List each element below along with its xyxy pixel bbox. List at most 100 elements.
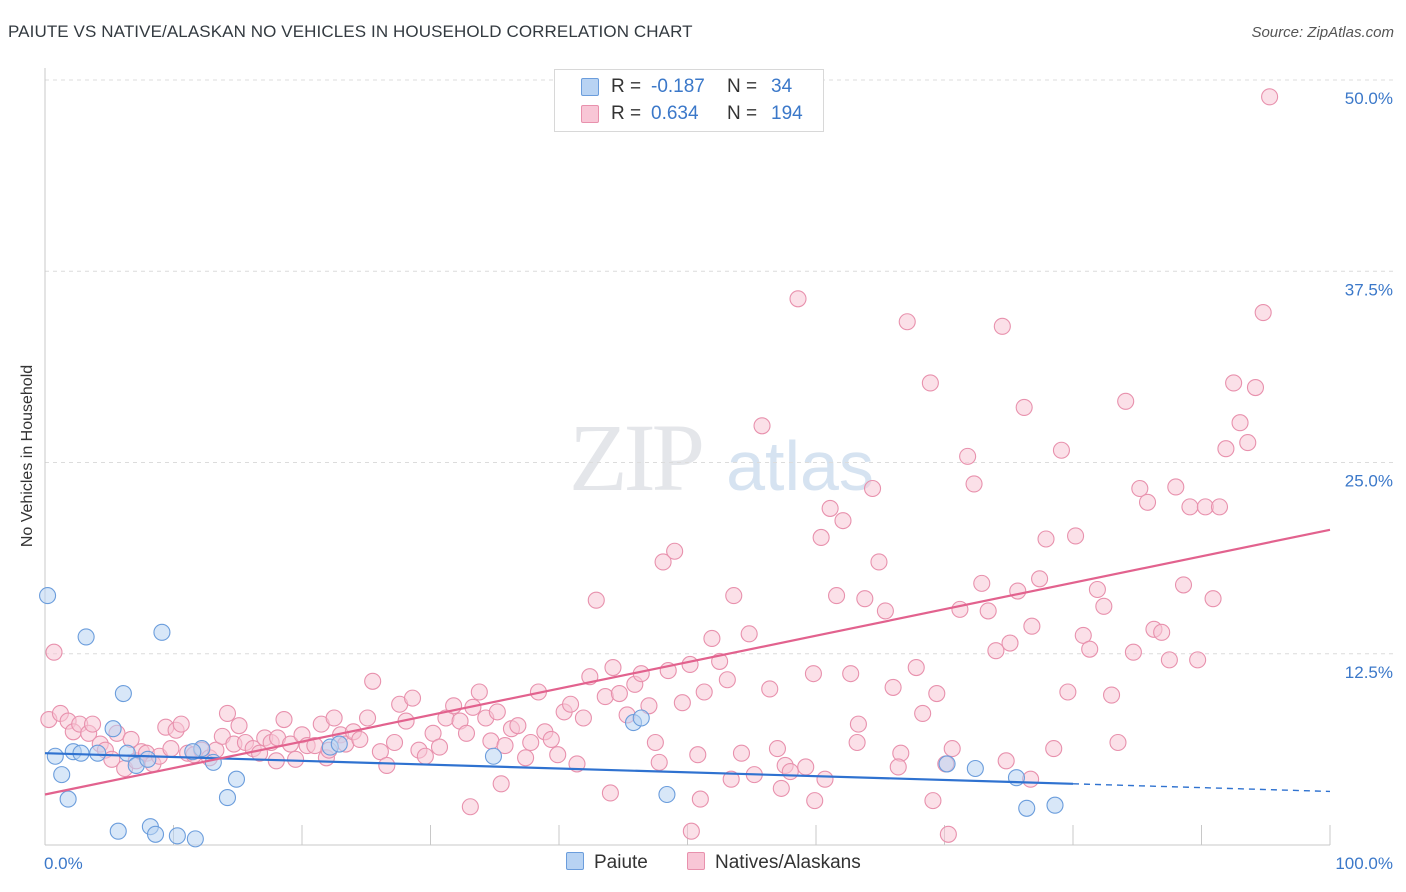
- natives-point: [828, 587, 846, 605]
- natives-point: [172, 715, 190, 733]
- natives-point: [1254, 304, 1272, 322]
- natives-point: [1095, 597, 1113, 615]
- natives-point: [997, 752, 1015, 770]
- natives-point: [924, 792, 942, 810]
- paiute-point: [168, 827, 186, 845]
- natives-point: [987, 642, 1005, 660]
- natives-point: [424, 724, 442, 742]
- natives-point: [378, 756, 396, 774]
- natives-point: [921, 374, 939, 392]
- natives-swatch: [581, 105, 599, 123]
- natives-point: [781, 763, 799, 781]
- natives-point: [979, 602, 997, 620]
- natives-point: [889, 758, 907, 776]
- y-tick-label: 37.5%: [1345, 280, 1393, 299]
- natives-point: [682, 822, 700, 840]
- natives-point: [385, 733, 404, 752]
- natives-point: [162, 740, 180, 758]
- watermark-atlas: atlas: [726, 427, 874, 505]
- natives-point: [601, 784, 619, 802]
- natives-point: [430, 738, 449, 756]
- natives-point: [863, 479, 882, 498]
- natives-point: [1210, 498, 1229, 516]
- legend-n-label: N =: [727, 103, 758, 124]
- natives-point: [482, 732, 500, 750]
- natives-point: [492, 775, 510, 793]
- natives-point: [1124, 643, 1142, 661]
- gridlines: [45, 79, 1395, 655]
- natives-point: [1059, 683, 1077, 701]
- natives-point: [542, 730, 560, 748]
- natives-point: [848, 733, 866, 752]
- paiute-point: [330, 735, 348, 753]
- correlation-legend: R = -0.187 N = 34 R = 0.634 N = 194: [554, 69, 824, 132]
- natives-point: [1189, 651, 1207, 669]
- natives-point: [821, 499, 839, 517]
- natives-point: [1009, 582, 1027, 600]
- natives-point: [574, 709, 592, 727]
- legend-r-value: 0.634: [651, 103, 699, 124]
- natives-point: [842, 665, 860, 683]
- natives-point: [1167, 478, 1185, 496]
- paiute-point: [204, 753, 222, 771]
- paiute-point: [658, 785, 676, 804]
- natives-point: [753, 417, 771, 435]
- paiute-point: [1018, 799, 1036, 817]
- legend-row-paiute: R = -0.187 N = 34: [555, 75, 823, 101]
- natives-swatch: [687, 852, 705, 870]
- natives-point: [1181, 498, 1199, 516]
- natives-point: [804, 665, 822, 683]
- legend-item-natives: Natives/Alaskans: [687, 852, 861, 874]
- natives-point: [1001, 634, 1019, 652]
- natives-point: [1081, 640, 1099, 658]
- natives-point: [1031, 570, 1049, 588]
- legend-n-value: 34: [771, 76, 793, 97]
- natives-point: [1153, 623, 1171, 641]
- natives-point: [834, 512, 852, 530]
- natives-point: [416, 747, 434, 765]
- natives-point: [892, 744, 910, 762]
- natives-point: [789, 290, 807, 308]
- paiute-point: [89, 744, 107, 762]
- paiute-point: [104, 720, 122, 738]
- natives-point: [722, 770, 740, 788]
- paiute-point: [109, 822, 127, 840]
- legend-r-label: R =: [611, 103, 642, 124]
- legend-label-paiute: Paiute: [594, 852, 648, 873]
- source-label: Source: ZipAtlas.com: [1251, 24, 1394, 41]
- legend-n-value: 194: [771, 103, 803, 124]
- legend-row-natives: R = 0.634 N = 194: [555, 102, 823, 128]
- natives-point: [965, 475, 983, 493]
- paiute-point: [53, 766, 71, 784]
- paiute-point: [114, 684, 132, 703]
- paiute-point: [153, 623, 171, 641]
- natives-point: [740, 625, 758, 643]
- paiute-point: [484, 747, 503, 765]
- natives-point: [1074, 626, 1092, 644]
- paiute-point: [59, 790, 77, 808]
- tick-labels: 12.5% 25.0% 37.5% 50.0% 0.0% 100.0%: [44, 89, 1393, 873]
- watermark-zip: ZIP: [569, 404, 702, 511]
- natives-point: [1037, 530, 1055, 548]
- natives-point: [488, 703, 506, 721]
- natives-point: [797, 758, 815, 776]
- natives-point: [1088, 580, 1106, 599]
- legend-r-value: -0.187: [651, 76, 705, 97]
- natives-point: [1067, 527, 1085, 545]
- natives-point: [681, 655, 699, 674]
- natives-point: [1117, 392, 1135, 410]
- natives-point: [218, 704, 237, 722]
- paiute-point: [39, 587, 57, 605]
- natives-point: [83, 715, 102, 733]
- natives-point: [587, 591, 605, 609]
- natives-point: [689, 746, 707, 764]
- natives-point: [1225, 374, 1243, 392]
- legend-n-label: N =: [727, 76, 758, 97]
- y-tick-label: 50.0%: [1345, 89, 1393, 108]
- natives-point: [358, 709, 377, 727]
- natives-point: [403, 689, 422, 707]
- natives-point: [325, 709, 343, 727]
- natives-point: [364, 672, 382, 690]
- paiute-swatch: [566, 852, 584, 870]
- natives-point: [517, 749, 535, 767]
